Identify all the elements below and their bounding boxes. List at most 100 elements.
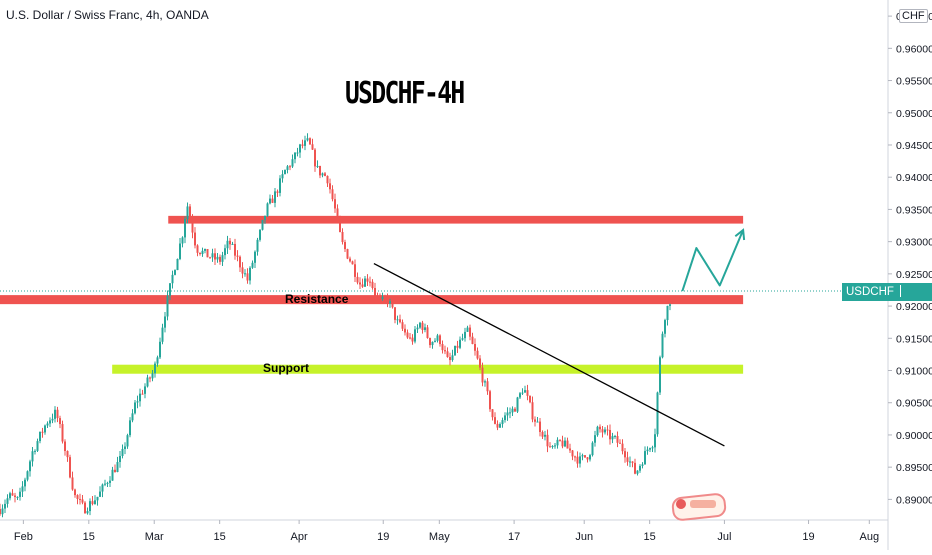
candle-body [1, 508, 4, 515]
candle-body [534, 419, 536, 422]
candle-body [296, 152, 299, 154]
candle-body [201, 250, 204, 255]
y-tick-label: 0.89000 [896, 494, 932, 506]
candle-body [31, 451, 34, 462]
x-tick-label: 15 [644, 531, 656, 543]
candle-body [569, 448, 571, 451]
candle-body [306, 138, 309, 141]
candle-body [261, 219, 264, 230]
x-tick-label: Jul [717, 531, 731, 543]
resistance-zone [0, 295, 744, 305]
candle-body [84, 502, 86, 514]
candle-body [136, 401, 139, 403]
candle-body [29, 461, 31, 472]
candle-body [384, 296, 386, 299]
candle-body [396, 319, 399, 321]
candle-body [231, 243, 234, 245]
candle-body [429, 337, 431, 346]
candle-body [401, 322, 404, 329]
candle-body [559, 439, 561, 441]
candle-body [9, 493, 11, 499]
resistance-zone [168, 215, 744, 224]
candle-body [81, 499, 84, 503]
x-tick-label: 15 [214, 531, 226, 543]
candle-body [554, 445, 556, 447]
candle-body [414, 329, 416, 342]
candle-body [176, 258, 179, 271]
candle-body [586, 457, 589, 460]
candle-body [349, 258, 351, 262]
candle-body [386, 298, 389, 304]
candle-body [589, 455, 591, 460]
candle-body [71, 477, 74, 490]
candle-body [594, 435, 596, 443]
y-tick-label: 0.95500 [896, 76, 932, 88]
candle-body [299, 144, 301, 153]
candle-body [526, 390, 529, 396]
candle-body [404, 328, 406, 333]
candle-body [409, 337, 411, 339]
y-tick-label: 0.94500 [896, 140, 932, 152]
candle-body [566, 440, 569, 449]
candle-body [266, 203, 269, 216]
candle-body [486, 381, 489, 392]
candle-body [166, 295, 169, 317]
candle-body [601, 429, 604, 433]
candle-body [74, 489, 76, 496]
chart-title: USDCHF-4H [345, 76, 465, 111]
candle-body [76, 495, 79, 499]
candle-body [44, 425, 46, 433]
candle-body [226, 240, 229, 249]
candle-body [134, 402, 136, 414]
candle-body [651, 447, 654, 449]
candle-body [301, 144, 304, 146]
candle-body [284, 169, 286, 175]
candle-body [181, 237, 184, 244]
candle-body [126, 435, 129, 447]
candle-body [371, 281, 374, 288]
x-tick-label: 15 [83, 531, 95, 543]
candle-body [494, 417, 496, 424]
candle-body [399, 319, 401, 323]
candle-body [496, 423, 499, 428]
x-tick-label: Feb [14, 531, 33, 543]
candle-body [354, 264, 356, 277]
candle-body [634, 462, 636, 474]
candle-body [444, 350, 446, 352]
candle-body [169, 283, 171, 296]
x-tick-label: Mar [145, 531, 164, 543]
candle-body [616, 435, 619, 443]
candle-body [624, 451, 626, 458]
candle-body [411, 337, 414, 342]
candle-body [659, 357, 661, 393]
candle-body [339, 216, 341, 233]
currency-label[interactable]: CHF [899, 9, 928, 23]
candle-body [24, 479, 26, 487]
candle-body [576, 456, 579, 464]
candle-body [426, 327, 429, 338]
last-price-symbol: USDCHF [846, 286, 894, 298]
candle-body [551, 446, 554, 448]
candle-body [626, 457, 629, 462]
candle-body [331, 189, 334, 200]
candle-body [656, 392, 659, 435]
candle-body [669, 304, 671, 306]
y-tick-label: 0.92500 [896, 269, 932, 281]
candle-body [274, 191, 276, 203]
candle-body [309, 138, 311, 145]
candle-body [574, 456, 576, 458]
candle-body [256, 239, 259, 252]
candle-body [506, 412, 509, 416]
candle-body [549, 446, 551, 448]
candle-body [446, 351, 449, 358]
candle-body [619, 442, 621, 444]
candle-body [481, 367, 484, 383]
candle-body [159, 341, 161, 358]
candle-body [609, 430, 611, 440]
candle-body [596, 426, 599, 436]
candle-body [14, 495, 16, 497]
y-tick-label: 0.93000 [896, 237, 932, 249]
candle-body [286, 166, 289, 170]
